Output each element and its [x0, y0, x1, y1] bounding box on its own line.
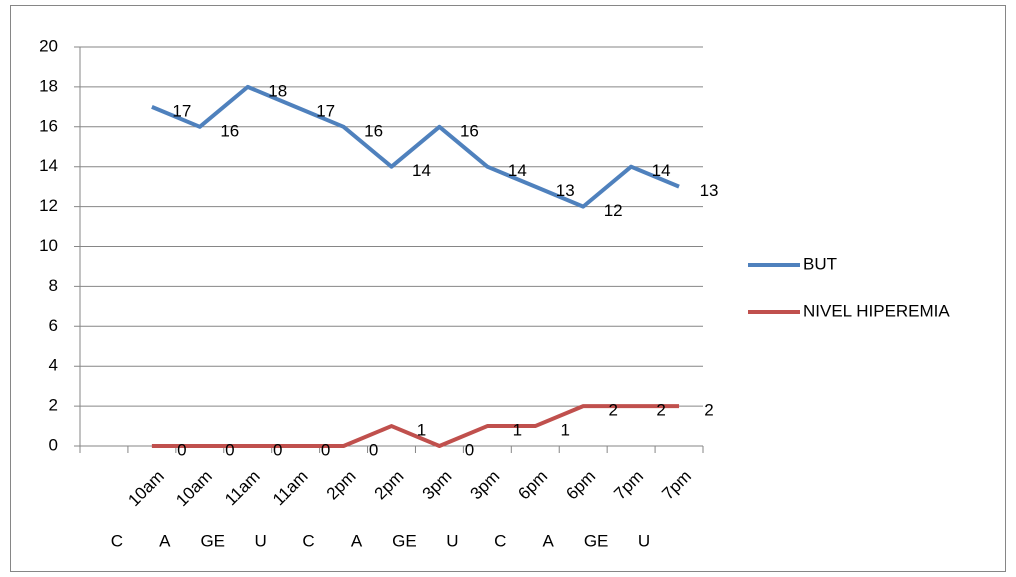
data-label: 16 [460, 121, 479, 140]
x-tick-label: 3pm [467, 467, 504, 504]
x-tick-label: 6pm [514, 467, 551, 504]
y-tick-label: 0 [49, 435, 58, 454]
data-label: 14 [652, 161, 671, 180]
x-group-label: A [351, 531, 363, 550]
data-label: 2 [608, 401, 617, 420]
legend-label: BUT [803, 254, 837, 273]
data-label: 0 [273, 440, 282, 459]
y-tick-label: 4 [49, 356, 58, 375]
x-tick-label: 7pm [610, 467, 647, 504]
x-tick-label: 7pm [658, 467, 695, 504]
data-label: 0 [465, 440, 474, 459]
y-tick-label: 14 [39, 156, 58, 175]
x-group-label: C [494, 531, 506, 550]
x-tick-label: 3pm [419, 467, 456, 504]
data-label: 14 [412, 161, 431, 180]
x-tick-label: 2pm [323, 467, 360, 504]
data-label: 16 [364, 121, 383, 140]
x-group-label: A [543, 531, 555, 550]
data-label: 12 [604, 201, 623, 220]
y-tick-label: 12 [39, 196, 58, 215]
data-label: 17 [316, 101, 335, 120]
data-label: 17 [172, 101, 191, 120]
x-tick-label: 11am [269, 467, 312, 510]
data-label: 0 [369, 440, 378, 459]
data-label: 1 [561, 421, 570, 440]
data-label: 0 [177, 440, 186, 459]
data-label: 1 [513, 421, 522, 440]
y-tick-label: 2 [49, 396, 58, 415]
x-tick-label: 10am [172, 467, 216, 511]
data-label: 18 [268, 81, 287, 100]
x-tick-label: 6pm [562, 467, 599, 504]
data-label: 2 [704, 401, 713, 420]
x-tick-label: 11am [221, 467, 264, 510]
data-label: 0 [321, 440, 330, 459]
x-group-label: GE [392, 531, 417, 550]
x-group-label: C [302, 531, 314, 550]
legend-label: NIVEL HIPEREMIA [803, 301, 950, 320]
x-group-label: U [638, 531, 650, 550]
x-group-label: U [255, 531, 267, 550]
data-label: 13 [556, 181, 575, 200]
data-label: 0 [225, 440, 234, 459]
x-group-label: U [446, 531, 458, 550]
data-label: 1 [417, 421, 426, 440]
x-group-label: GE [200, 531, 225, 550]
y-tick-label: 6 [49, 316, 58, 335]
x-tick-label: 2pm [371, 467, 408, 504]
data-label: 2 [656, 401, 665, 420]
y-tick-label: 8 [49, 276, 58, 295]
data-label: 16 [220, 121, 239, 140]
y-tick-label: 10 [39, 236, 58, 255]
y-tick-label: 16 [39, 116, 58, 135]
x-tick-label: 10am [124, 467, 168, 511]
data-label: 14 [508, 161, 527, 180]
y-tick-label: 18 [39, 76, 58, 95]
data-label: 13 [700, 181, 719, 200]
x-group-label: GE [584, 531, 609, 550]
chart-frame [10, 5, 1006, 572]
line-series [151, 404, 680, 448]
y-tick-label: 20 [39, 36, 58, 55]
x-group-label: C [111, 531, 123, 550]
x-group-label: A [159, 531, 171, 550]
line-series [151, 84, 680, 209]
